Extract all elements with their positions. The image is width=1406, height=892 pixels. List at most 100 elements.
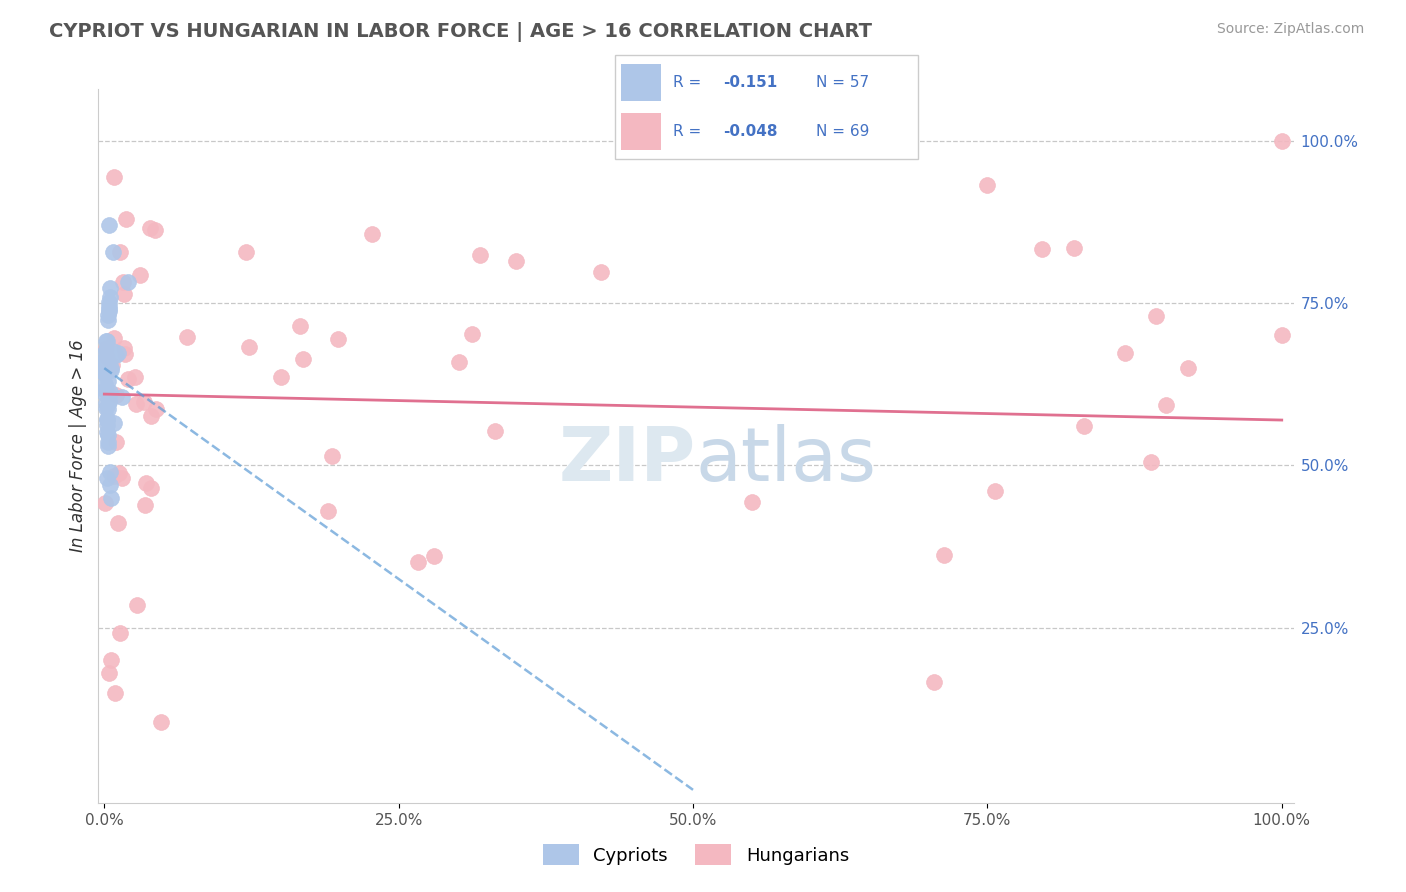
Point <box>96 401 118 415</box>
Point <box>326 332 349 346</box>
Point <box>96 417 118 432</box>
Text: -0.048: -0.048 <box>723 124 778 139</box>
Point <box>111 390 134 404</box>
Point <box>468 247 491 261</box>
Point <box>103 169 125 184</box>
Point <box>105 434 128 449</box>
Point <box>1063 241 1085 255</box>
Point <box>107 466 129 480</box>
Point <box>176 330 198 344</box>
Text: -0.151: -0.151 <box>723 75 778 90</box>
Point <box>93 359 115 374</box>
Point <box>100 491 122 505</box>
Point <box>98 384 121 399</box>
Point <box>98 281 121 295</box>
Point <box>110 626 132 640</box>
Point <box>125 397 148 411</box>
Point <box>94 396 117 410</box>
Point <box>100 653 122 667</box>
Point <box>114 211 136 226</box>
Point <box>117 275 139 289</box>
Point <box>741 495 763 509</box>
Point <box>460 326 482 341</box>
Point <box>139 221 162 235</box>
Point <box>94 351 117 366</box>
Point <box>101 358 124 372</box>
Point <box>114 286 136 301</box>
Point <box>1140 455 1163 469</box>
Point <box>1144 309 1167 323</box>
Point <box>589 265 612 279</box>
Point <box>96 334 118 349</box>
Point <box>98 388 121 402</box>
Point <box>101 244 124 259</box>
Point <box>288 318 311 333</box>
Point <box>101 343 124 358</box>
Point <box>96 341 118 355</box>
Point <box>1114 346 1136 360</box>
Point <box>96 425 118 439</box>
Text: N = 57: N = 57 <box>815 75 869 90</box>
Point <box>149 714 172 729</box>
Point <box>103 331 125 345</box>
Point <box>97 299 120 313</box>
Point <box>1271 134 1294 148</box>
Point <box>107 345 129 359</box>
Point <box>103 469 125 483</box>
Point <box>97 304 120 318</box>
Point <box>101 349 124 363</box>
Point <box>100 361 122 376</box>
Point <box>94 359 117 373</box>
Point <box>1156 398 1178 412</box>
Point <box>105 348 128 362</box>
Point <box>94 345 117 359</box>
Point <box>97 313 120 327</box>
Point <box>93 360 115 375</box>
Point <box>129 268 152 282</box>
Point <box>96 471 118 485</box>
Point <box>139 409 162 424</box>
Point <box>976 178 998 193</box>
Text: N = 69: N = 69 <box>815 124 869 139</box>
Legend: Cypriots, Hungarians: Cypriots, Hungarians <box>536 837 856 872</box>
Point <box>94 353 117 368</box>
Point <box>135 475 157 490</box>
Point <box>93 496 115 510</box>
Point <box>100 363 122 377</box>
Y-axis label: In Labor Force | Age > 16: In Labor Force | Age > 16 <box>69 340 87 552</box>
Point <box>98 465 121 479</box>
Text: CYPRIOT VS HUNGARIAN IN LABOR FORCE | AGE > 16 CORRELATION CHART: CYPRIOT VS HUNGARIAN IN LABOR FORCE | AG… <box>49 22 872 42</box>
Point <box>97 401 120 416</box>
Point <box>1031 243 1053 257</box>
Point <box>112 342 135 356</box>
Point <box>1271 327 1294 342</box>
Point <box>1177 360 1199 375</box>
Point <box>97 428 120 442</box>
Point <box>143 222 166 236</box>
Point <box>94 355 117 369</box>
Point <box>97 374 120 388</box>
Point <box>108 245 131 260</box>
FancyBboxPatch shape <box>621 113 661 150</box>
Point <box>105 388 128 402</box>
Point <box>505 254 527 268</box>
Point <box>321 449 343 463</box>
Point <box>124 370 146 384</box>
FancyBboxPatch shape <box>621 64 661 101</box>
Point <box>93 365 115 379</box>
Point <box>93 366 115 380</box>
Point <box>316 504 339 518</box>
Point <box>98 394 121 409</box>
Point <box>97 395 120 409</box>
Point <box>94 351 117 366</box>
Point <box>97 666 120 681</box>
Point <box>145 401 167 416</box>
Point <box>94 359 117 373</box>
Point <box>94 376 117 391</box>
Point <box>422 549 444 563</box>
Point <box>111 471 134 485</box>
Point <box>291 351 314 366</box>
Text: R =: R = <box>673 124 702 139</box>
Point <box>406 555 429 569</box>
Point <box>134 499 156 513</box>
